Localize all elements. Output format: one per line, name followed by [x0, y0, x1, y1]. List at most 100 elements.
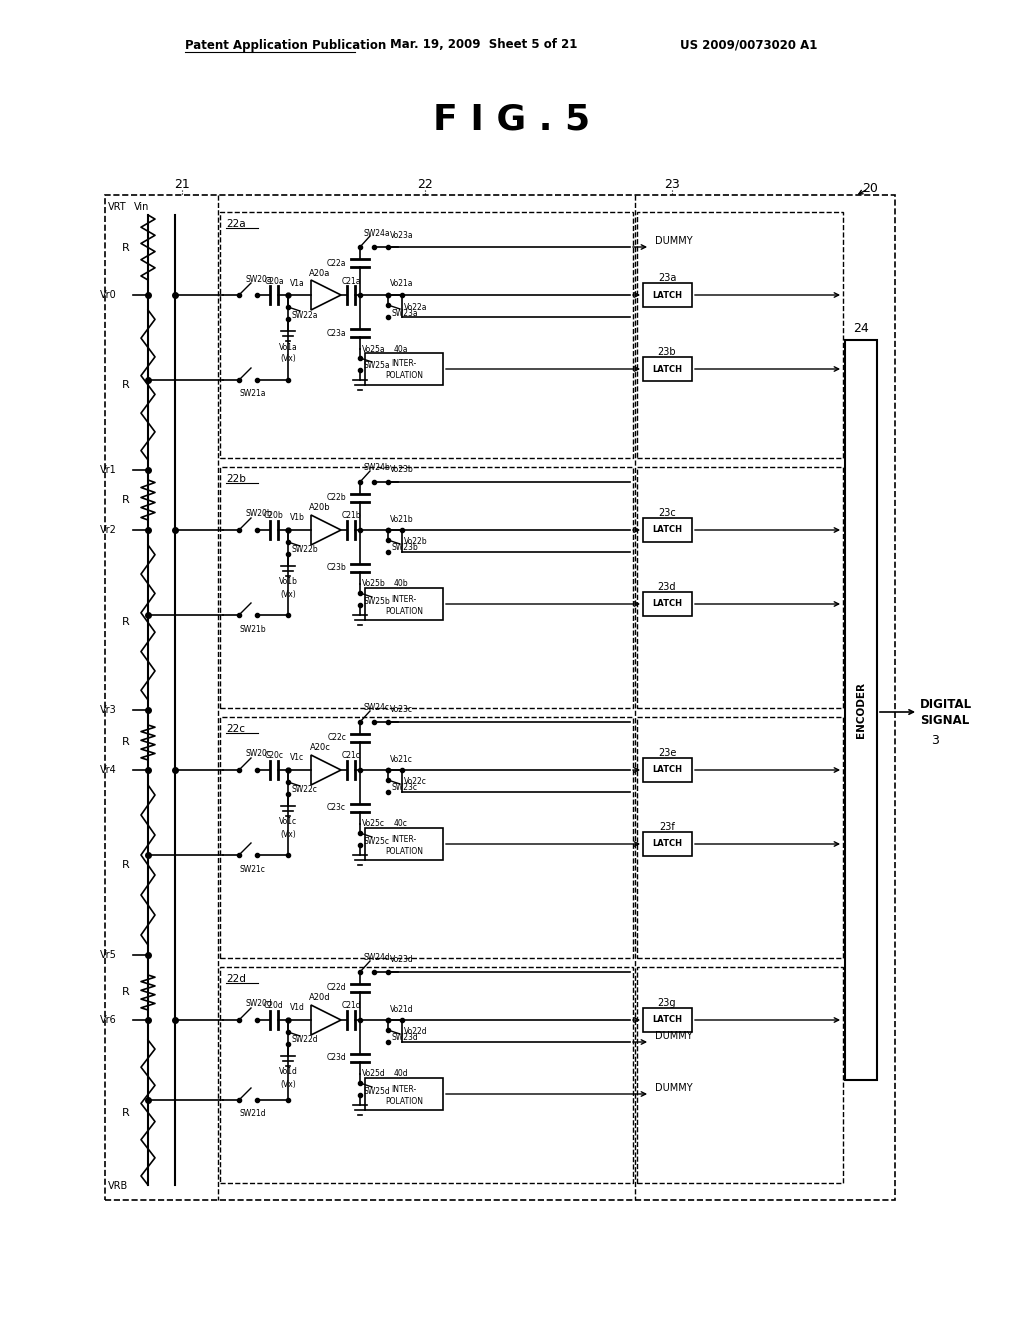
Text: Vo23c: Vo23c	[390, 705, 413, 714]
Text: LATCH: LATCH	[652, 766, 682, 775]
Text: Vr5: Vr5	[100, 950, 117, 960]
Text: R: R	[122, 243, 130, 253]
Text: DUMMY: DUMMY	[655, 1031, 692, 1041]
Text: 40d: 40d	[394, 1069, 409, 1078]
Text: INTER-: INTER-	[391, 834, 417, 843]
Text: Vo21d: Vo21d	[390, 1005, 414, 1014]
Text: SW20b: SW20b	[246, 510, 272, 519]
Text: 23a: 23a	[657, 273, 676, 282]
Text: C22d: C22d	[327, 983, 346, 993]
Text: POLATION: POLATION	[385, 606, 423, 615]
Text: C22c: C22c	[327, 734, 346, 742]
Text: Vin: Vin	[134, 202, 150, 213]
Text: POLATION: POLATION	[385, 1097, 423, 1106]
Text: 40a: 40a	[394, 345, 409, 354]
Text: SW25d: SW25d	[364, 1086, 391, 1096]
Text: R: R	[122, 495, 130, 506]
Text: A20d: A20d	[309, 994, 331, 1002]
Text: 23f: 23f	[659, 822, 675, 832]
Text: R: R	[122, 861, 130, 870]
Text: Vo22a: Vo22a	[404, 302, 427, 312]
Text: C21b: C21b	[341, 511, 360, 520]
Text: (Vx): (Vx)	[281, 1080, 296, 1089]
Text: SW24d: SW24d	[364, 953, 391, 962]
Text: INTER-: INTER-	[391, 359, 417, 368]
Text: SW25a: SW25a	[364, 362, 390, 371]
Text: Vr2: Vr2	[100, 525, 117, 535]
Text: 23: 23	[665, 178, 680, 191]
Bar	[637, 467, 843, 708]
Text: INTER-: INTER-	[391, 594, 417, 603]
Text: SW21d: SW21d	[240, 1110, 266, 1118]
Text: SW20d: SW20d	[246, 999, 272, 1008]
Text: SW24a: SW24a	[364, 228, 390, 238]
Text: V1c: V1c	[290, 754, 304, 763]
Text: C23c: C23c	[327, 804, 346, 813]
Text: A20c: A20c	[309, 743, 331, 752]
Text: 23c: 23c	[658, 508, 676, 517]
Text: SW25b: SW25b	[364, 597, 391, 606]
Bar	[220, 968, 633, 1183]
Text: Vo22b: Vo22b	[404, 537, 428, 546]
Text: C23d: C23d	[327, 1053, 346, 1063]
Bar	[365, 1078, 443, 1110]
Text: POLATION: POLATION	[385, 846, 423, 855]
Text: Vo25c: Vo25c	[362, 820, 385, 829]
Text: C20d: C20d	[264, 1002, 284, 1011]
Bar	[643, 1008, 692, 1032]
Bar	[637, 968, 843, 1183]
Text: Vr1: Vr1	[100, 465, 117, 475]
Bar	[643, 282, 692, 308]
Text: Patent Application Publication: Patent Application Publication	[185, 38, 386, 51]
Bar	[637, 717, 843, 958]
Text: (Vx): (Vx)	[281, 355, 296, 363]
Text: Vo23d: Vo23d	[390, 956, 414, 965]
Text: V1b: V1b	[290, 513, 305, 523]
Text: V1a: V1a	[290, 279, 305, 288]
Text: 40c: 40c	[394, 820, 408, 829]
Text: Vo1c: Vo1c	[279, 817, 297, 826]
Text: C20b: C20b	[264, 511, 284, 520]
Text: 21: 21	[174, 178, 189, 191]
Text: VRT: VRT	[108, 202, 127, 213]
Text: C23b: C23b	[327, 564, 346, 573]
Bar	[845, 341, 877, 1080]
Text: 20: 20	[862, 181, 878, 194]
Text: 22b: 22b	[226, 474, 246, 484]
Text: Vo1d: Vo1d	[279, 1068, 297, 1077]
Text: Vo23b: Vo23b	[390, 466, 414, 474]
Text: LATCH: LATCH	[652, 290, 682, 300]
Text: Vo25a: Vo25a	[362, 345, 386, 354]
Text: SW21c: SW21c	[240, 865, 266, 874]
Text: A20a: A20a	[309, 268, 331, 277]
Text: SW23d: SW23d	[392, 1034, 419, 1043]
Text: SW25c: SW25c	[364, 837, 390, 846]
Text: SW24b: SW24b	[364, 463, 391, 473]
Text: SIGNAL: SIGNAL	[920, 714, 970, 726]
Bar	[220, 717, 633, 958]
Text: DUMMY: DUMMY	[655, 236, 692, 246]
Text: SW23a: SW23a	[392, 309, 419, 318]
Text: 24: 24	[853, 322, 869, 334]
Text: DIGITAL: DIGITAL	[920, 698, 972, 711]
Text: Vo21a: Vo21a	[390, 280, 414, 289]
Bar	[643, 832, 692, 855]
Bar	[365, 352, 443, 385]
Text: Vr6: Vr6	[100, 1015, 117, 1026]
Text: Mar. 19, 2009  Sheet 5 of 21: Mar. 19, 2009 Sheet 5 of 21	[390, 38, 578, 51]
Text: Vo22c: Vo22c	[404, 777, 427, 787]
Text: Vo1b: Vo1b	[279, 578, 297, 586]
Text: LATCH: LATCH	[652, 1015, 682, 1024]
Text: 22a: 22a	[226, 219, 246, 228]
Text: 23e: 23e	[657, 748, 676, 758]
Text: SW21a: SW21a	[240, 389, 266, 399]
Text: SW21b: SW21b	[240, 624, 266, 634]
Text: ENCODER: ENCODER	[856, 682, 866, 738]
Text: C20a: C20a	[264, 276, 284, 285]
Text: 23d: 23d	[657, 582, 676, 591]
Text: US 2009/0073020 A1: US 2009/0073020 A1	[680, 38, 817, 51]
Text: A20b: A20b	[309, 503, 331, 512]
Text: C22a: C22a	[327, 259, 346, 268]
Text: SW22d: SW22d	[292, 1035, 318, 1044]
Text: R: R	[122, 380, 130, 389]
